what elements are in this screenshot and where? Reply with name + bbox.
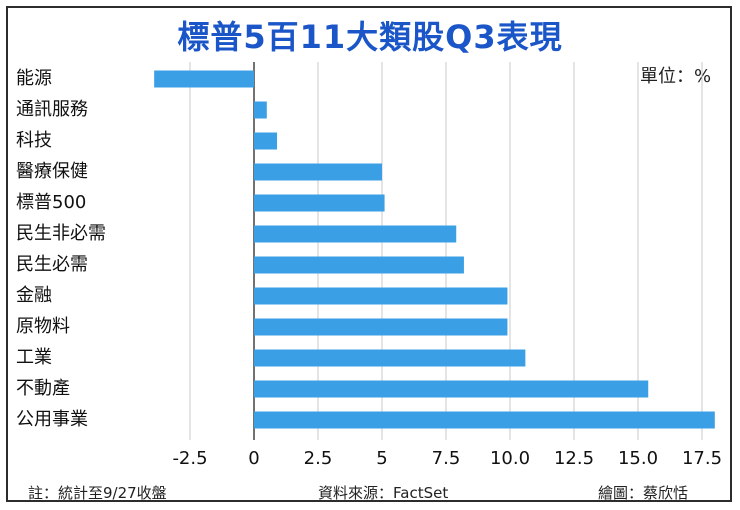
chart-title: 標普5百11大類股Q3表現 bbox=[177, 18, 563, 56]
bar-8 bbox=[254, 318, 508, 336]
bar-5 bbox=[254, 225, 457, 243]
chart-frame bbox=[6, 6, 732, 502]
bar-9 bbox=[254, 349, 526, 367]
category-label: 工業 bbox=[16, 347, 52, 368]
category-label: 能源 bbox=[16, 68, 52, 89]
x-tick-label: -2.5 bbox=[172, 448, 208, 469]
x-tick-label: 17.5 bbox=[681, 448, 723, 469]
category-label: 原物料 bbox=[16, 316, 70, 337]
bar-1 bbox=[254, 101, 267, 119]
x-tick-label: 2.5 bbox=[303, 448, 333, 469]
category-label: 公用事業 bbox=[16, 409, 88, 430]
bar-2 bbox=[254, 132, 278, 150]
category-label: 科技 bbox=[16, 130, 52, 151]
x-tick-label: 10.0 bbox=[489, 448, 531, 469]
x-tick-label: 15.0 bbox=[617, 448, 659, 469]
x-tick-label: 0 bbox=[248, 448, 260, 469]
category-label: 民生非必需 bbox=[16, 223, 106, 244]
bar-4 bbox=[254, 194, 385, 212]
unit-label: 單位：% bbox=[640, 66, 712, 87]
category-label: 金融 bbox=[16, 285, 52, 306]
footer-credit: 繪圖：蔡欣恬 bbox=[598, 484, 689, 502]
x-tick-label: 5 bbox=[376, 448, 388, 469]
bar-10 bbox=[254, 380, 649, 398]
category-label: 醫療保健 bbox=[16, 161, 88, 182]
bar-3 bbox=[254, 163, 382, 181]
bar-0 bbox=[154, 70, 254, 88]
bar-6 bbox=[254, 256, 464, 274]
category-label: 通訊服務 bbox=[16, 99, 88, 120]
bar-11 bbox=[254, 411, 715, 429]
category-label: 民生必需 bbox=[16, 254, 88, 275]
bar-7 bbox=[254, 287, 508, 305]
category-label: 標普500 bbox=[16, 192, 87, 213]
category-label: 不動產 bbox=[16, 378, 70, 399]
x-tick-label: 7.5 bbox=[431, 448, 461, 469]
footer-source: 資料來源：FactSet bbox=[318, 484, 449, 502]
footer-note: 註：統計至9/27收盤 bbox=[28, 484, 167, 502]
x-tick-label: 12.5 bbox=[553, 448, 595, 469]
